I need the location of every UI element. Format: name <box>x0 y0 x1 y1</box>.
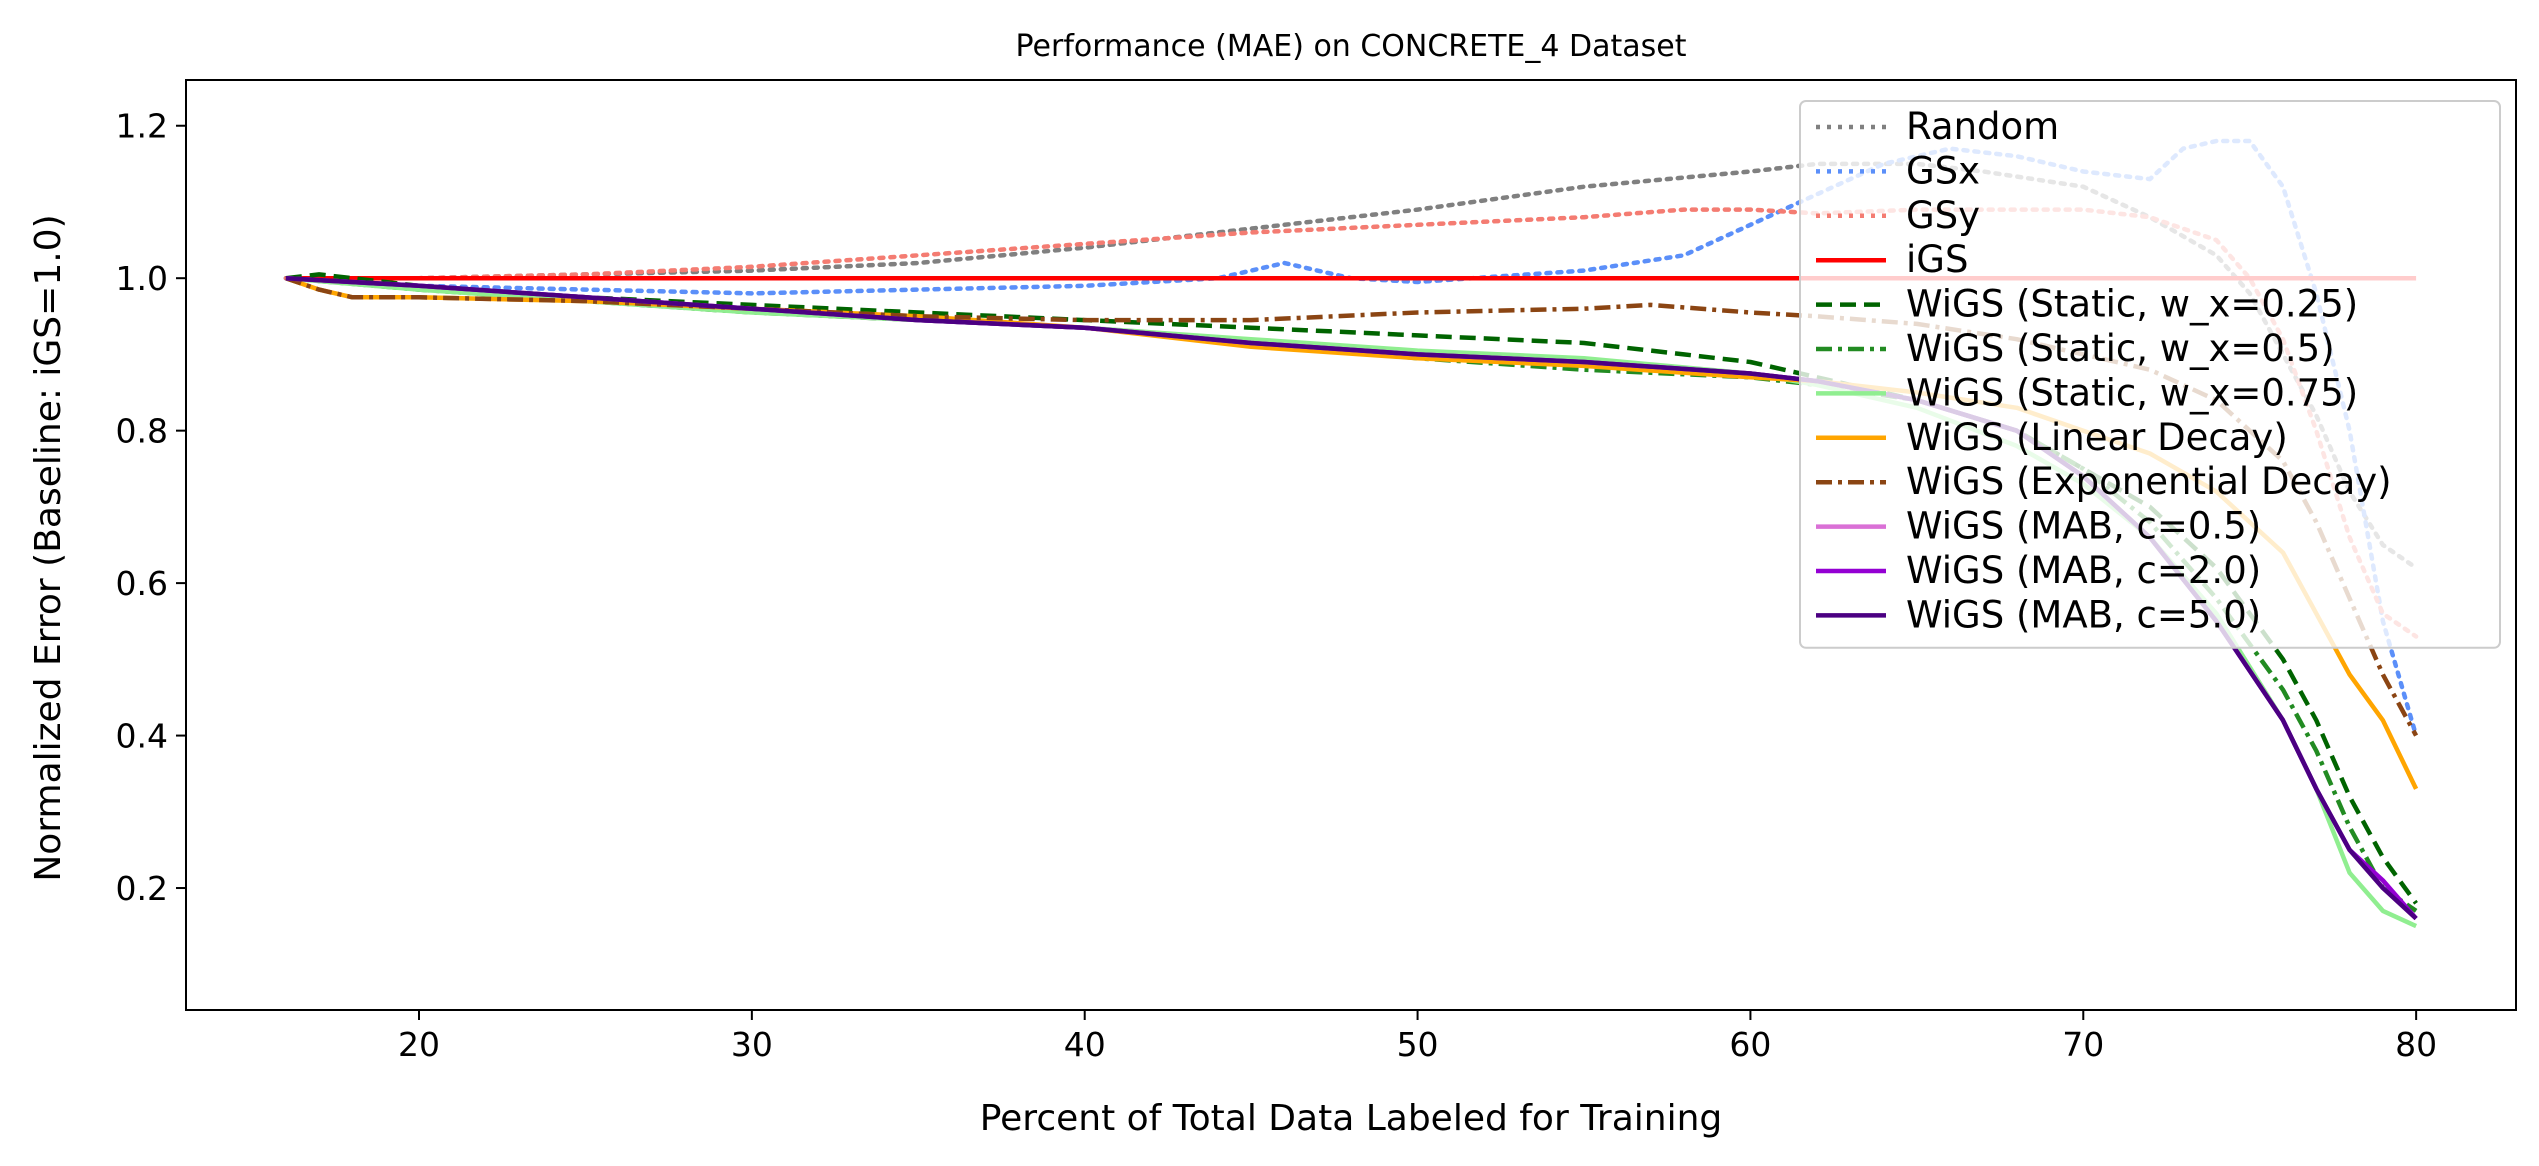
axes: 20 30 40 50 60 70 80 0.2 0.4 0.6 0.8 1.0 1.2 <box>116 79 2517 1064</box>
x-tick-label: 40 <box>1064 1025 1106 1064</box>
x-tick-label: 20 <box>398 1025 440 1064</box>
x-tick-label: 70 <box>2062 1025 2104 1064</box>
x-tick-label: 80 <box>2395 1025 2437 1064</box>
y-tick-label: 1.0 <box>116 259 168 298</box>
x-tick-label: 60 <box>1729 1025 1771 1064</box>
legend-label: WiGS (MAB, c=0.5) <box>1906 505 2261 548</box>
series-line-5 <box>285 272 2418 905</box>
legend-label: WiGS (Static, w_x=0.25) <box>1906 283 2358 326</box>
x-axis-title: Percent of Total Data Labeled for Traini… <box>980 1098 1723 1139</box>
legend-label: WiGS (Linear Decay) <box>1906 416 2288 459</box>
legend-label: GSy <box>1906 194 1980 237</box>
legend-label: WiGS (MAB, c=5.0) <box>1906 593 2261 636</box>
y-tick-label: 0.2 <box>116 869 168 908</box>
y-tick-label: 0.6 <box>116 564 168 603</box>
legend-label: GSx <box>1906 149 1980 192</box>
x-tick-label: 30 <box>731 1025 773 1064</box>
legend-box <box>1799 100 2501 649</box>
legend-label: WiGS (Static, w_x=0.75) <box>1906 371 2358 414</box>
legend-label: iGS <box>1906 238 1968 281</box>
legend-label: WiGS (MAB, c=2.0) <box>1906 549 2261 592</box>
y-tick-label: 1.2 <box>116 107 168 146</box>
legend-label: Random <box>1906 105 2059 148</box>
axes-frame <box>185 79 2517 1011</box>
y-tick-label: 0.4 <box>116 717 168 756</box>
y-axis-title: Normalized Error (Baseline: iGS=1.0) <box>28 214 69 881</box>
chart-title: Performance (MAE) on CONCRETE_4 Dataset <box>1016 29 1687 64</box>
series-line-9 <box>285 276 2419 737</box>
legend-label: WiGS (Static, w_x=0.5) <box>1906 327 2335 370</box>
legend-label: WiGS (Exponential Decay) <box>1906 460 2392 503</box>
y-tick-label: 0.8 <box>116 412 168 451</box>
x-tick-label: 50 <box>1397 1025 1439 1064</box>
